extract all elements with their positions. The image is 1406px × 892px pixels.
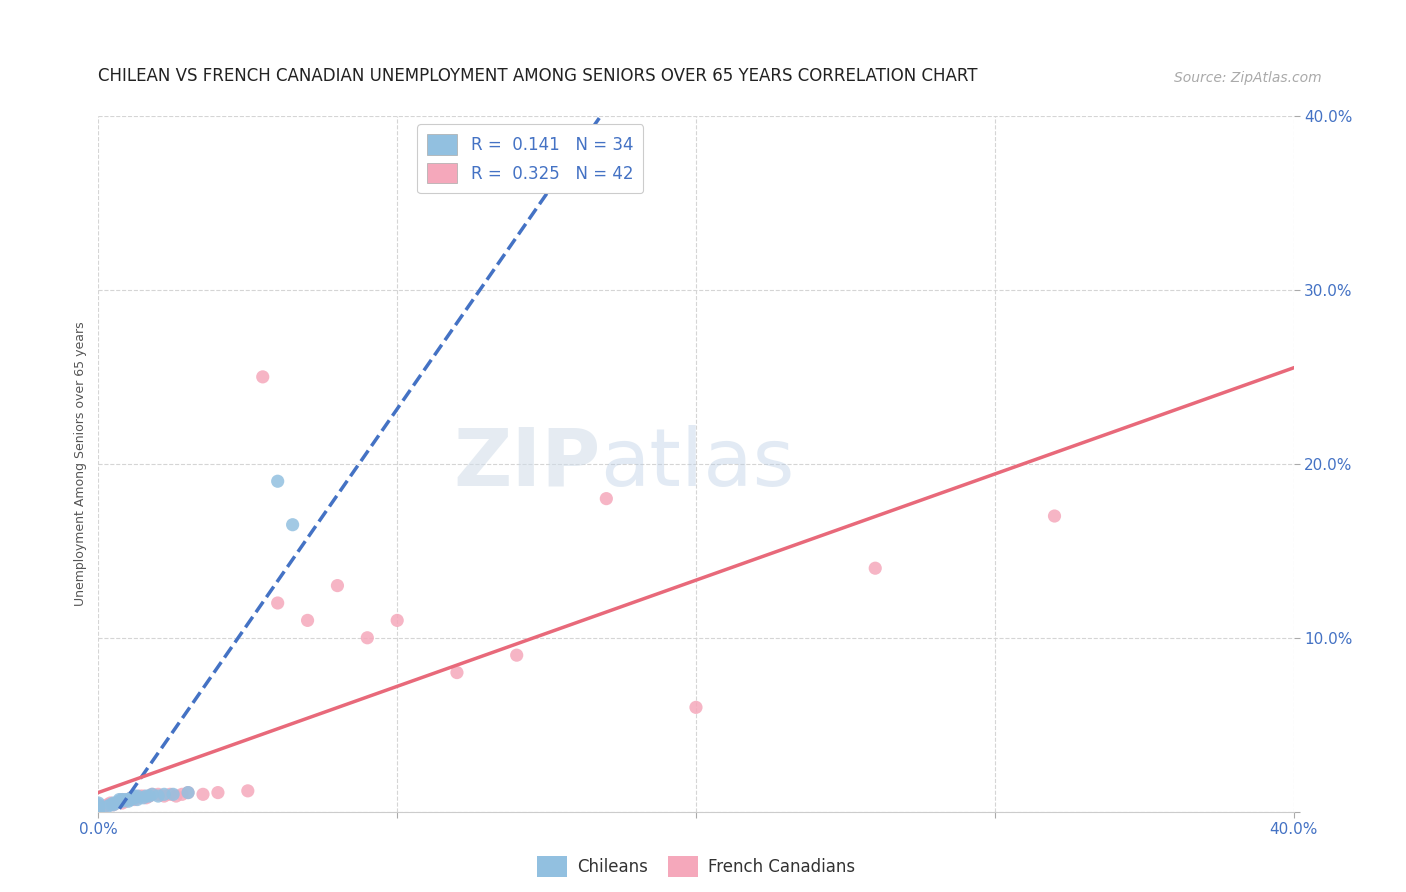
Point bbox=[117, 792, 139, 806]
Point bbox=[87, 796, 110, 810]
Legend: Chileans, French Canadians: Chileans, French Canadians bbox=[530, 850, 862, 883]
Point bbox=[506, 648, 529, 662]
Point bbox=[326, 578, 349, 592]
Point bbox=[117, 794, 139, 808]
Point bbox=[105, 796, 128, 810]
Point bbox=[177, 786, 200, 800]
Point bbox=[87, 801, 110, 815]
Point bbox=[87, 805, 110, 819]
Text: CHILEAN VS FRENCH CANADIAN UNEMPLOYMENT AMONG SENIORS OVER 65 YEARS CORRELATION : CHILEAN VS FRENCH CANADIAN UNEMPLOYMENT … bbox=[98, 67, 979, 85]
Point bbox=[111, 792, 134, 806]
Point bbox=[111, 792, 134, 806]
Point bbox=[114, 794, 136, 808]
Point bbox=[103, 797, 125, 812]
Point bbox=[87, 797, 110, 812]
Point bbox=[124, 789, 146, 803]
Point bbox=[120, 790, 142, 805]
Point bbox=[105, 796, 128, 810]
Point bbox=[1043, 508, 1066, 523]
Point bbox=[127, 792, 149, 806]
Point bbox=[117, 792, 139, 806]
Text: atlas: atlas bbox=[600, 425, 794, 503]
Point bbox=[153, 788, 176, 801]
Point bbox=[252, 369, 274, 384]
Point bbox=[207, 786, 229, 800]
Point bbox=[87, 805, 110, 819]
Point bbox=[98, 796, 122, 810]
Point bbox=[385, 614, 409, 628]
Point bbox=[236, 784, 259, 798]
Point bbox=[98, 797, 122, 812]
Point bbox=[138, 789, 160, 803]
Point bbox=[191, 788, 214, 801]
Point bbox=[129, 789, 152, 803]
Point bbox=[103, 797, 125, 812]
Point bbox=[114, 792, 136, 806]
Point bbox=[267, 474, 290, 488]
Point bbox=[108, 792, 131, 806]
Point bbox=[148, 788, 170, 801]
Point bbox=[87, 803, 110, 817]
Point bbox=[148, 789, 170, 803]
Point bbox=[177, 786, 200, 800]
Point bbox=[135, 790, 157, 805]
Point bbox=[281, 517, 304, 532]
Point bbox=[159, 788, 181, 801]
Point bbox=[297, 614, 319, 628]
Point bbox=[172, 788, 194, 801]
Point bbox=[103, 796, 125, 810]
Text: ZIP: ZIP bbox=[453, 425, 600, 503]
Point bbox=[127, 789, 149, 803]
Point bbox=[165, 789, 187, 803]
Point bbox=[595, 491, 617, 506]
Point bbox=[108, 794, 131, 808]
Point bbox=[141, 788, 163, 801]
Point bbox=[87, 801, 110, 815]
Point bbox=[132, 790, 155, 805]
Point bbox=[111, 794, 134, 808]
Point bbox=[87, 799, 110, 814]
Point bbox=[124, 790, 146, 805]
Text: Source: ZipAtlas.com: Source: ZipAtlas.com bbox=[1174, 70, 1322, 85]
Point bbox=[153, 789, 176, 803]
Point bbox=[141, 788, 163, 801]
Point bbox=[267, 596, 290, 610]
Point bbox=[127, 790, 149, 805]
Point bbox=[96, 799, 118, 814]
Point bbox=[356, 631, 378, 645]
Point bbox=[446, 665, 468, 680]
Point bbox=[87, 799, 110, 814]
Point bbox=[120, 792, 142, 806]
Point bbox=[865, 561, 887, 575]
Point bbox=[120, 790, 142, 805]
Point bbox=[138, 789, 160, 803]
Point bbox=[135, 789, 157, 803]
Point bbox=[124, 792, 146, 806]
Point bbox=[685, 700, 707, 714]
Y-axis label: Unemployment Among Seniors over 65 years: Unemployment Among Seniors over 65 years bbox=[75, 321, 87, 607]
Point bbox=[93, 799, 115, 814]
Point bbox=[162, 788, 184, 801]
Point bbox=[132, 789, 155, 803]
Point bbox=[111, 796, 134, 810]
Point bbox=[96, 797, 118, 812]
Point bbox=[108, 794, 131, 808]
